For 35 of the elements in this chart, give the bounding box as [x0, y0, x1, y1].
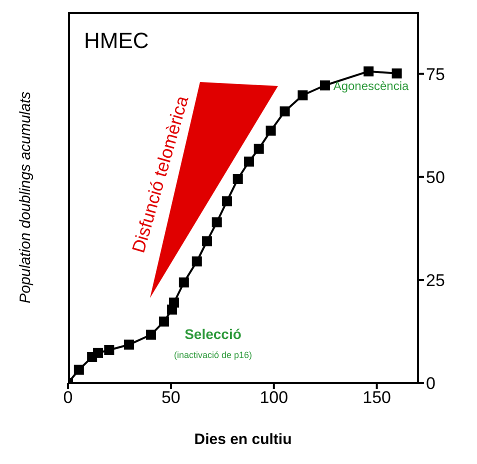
point: [74, 364, 84, 375]
point: [364, 66, 374, 76]
point: [254, 144, 264, 154]
point: [192, 256, 202, 266]
annotation: Selecció: [184, 326, 242, 342]
y-tick-label: 0: [426, 374, 436, 394]
y-tick-label: 50: [426, 168, 445, 187]
point: [232, 174, 243, 184]
text: HMEC: [84, 28, 149, 53]
point: [280, 106, 290, 116]
point: [124, 340, 134, 350]
y-tick-label: 75: [426, 64, 445, 84]
x-tick-label: 150: [362, 388, 392, 408]
point: [298, 90, 308, 100]
point: [178, 277, 189, 288]
point: [392, 68, 402, 78]
point: [169, 298, 180, 308]
y-axis-title: Population doublings acumulats: [17, 91, 34, 304]
annotation: (inactivació de p16): [174, 350, 252, 360]
point: [222, 196, 232, 206]
x-tick-label: 0: [63, 388, 73, 408]
x-axis-title: Dies en cultiu: [194, 431, 292, 448]
x-tick-label: 100: [260, 388, 288, 408]
point: [202, 236, 212, 246]
point: [266, 126, 276, 136]
point: [93, 348, 104, 358]
point: [104, 345, 114, 356]
y-tick-label: 25: [426, 270, 445, 290]
annotation: Agonescència: [333, 79, 410, 93]
point: [244, 156, 254, 167]
point: [158, 316, 169, 327]
point: [212, 217, 222, 228]
point: [320, 80, 330, 90]
x-tick-label: 50: [161, 388, 180, 408]
point: [146, 330, 156, 340]
